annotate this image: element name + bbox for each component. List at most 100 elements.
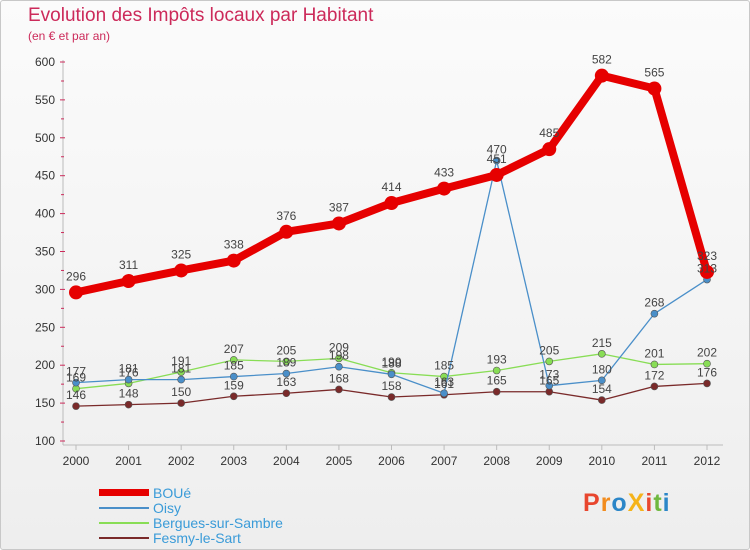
brand-letter: P [583, 489, 601, 517]
y-tick-label-500: 500 [35, 131, 55, 145]
data-point-fesmy-le-sart-2002 [177, 399, 185, 407]
brand-logo: ProXiti [583, 489, 671, 518]
data-point-boue-2011 [647, 81, 662, 96]
data-point-oisy-2011 [650, 309, 659, 318]
data-point-oisy-2006 [387, 370, 396, 379]
data-point-boue-2007 [437, 181, 452, 196]
x-tick-label-2012: 2012 [694, 454, 721, 468]
legend-item-fesmy: Fesmy-le-Sart [99, 530, 283, 546]
data-point-boue-2002 [174, 263, 189, 278]
data-point-bergues-sur-sambre-2003 [229, 356, 238, 364]
y-tick-label-300: 300 [35, 282, 55, 296]
x-tick-label-2004: 2004 [273, 454, 300, 468]
data-label-fesmy-le-sart-2011: 172 [644, 368, 664, 382]
data-point-boue-2000 [69, 285, 83, 300]
data-point-fesmy-le-sart-2012 [703, 379, 711, 388]
brand-letter: o [611, 489, 628, 517]
data-point-boue-2006 [384, 195, 399, 210]
data-label-bergues-sur-sambre-2003: 207 [224, 342, 244, 356]
data-point-oisy-2005 [335, 362, 343, 371]
data-label-boue-2002: 325 [171, 247, 191, 261]
data-label-oisy-2007: 163 [434, 375, 454, 389]
y-tick-label-350: 350 [35, 245, 55, 259]
data-label-boue-2007: 433 [434, 166, 454, 180]
data-label-boue-2011: 565 [644, 66, 664, 80]
data-label-fesmy-le-sart-2002: 150 [171, 385, 191, 399]
data-point-bergues-sur-sambre-2010 [598, 350, 606, 358]
data-label-bergues-sur-sambre-2001: 176 [119, 365, 139, 379]
data-label-boue-2005: 387 [329, 200, 349, 214]
legend-label-boue: BOUé [153, 484, 192, 501]
chart-title: Evolution des Impôts locaux par Habitant [28, 5, 374, 26]
y-tick-label-250: 250 [35, 320, 55, 334]
data-point-oisy-2009 [545, 381, 554, 390]
data-label-bergues-sur-sambre-2000: 169 [66, 371, 86, 385]
data-label-oisy-2001: 181 [119, 362, 139, 376]
y-tick-label-400: 400 [35, 207, 55, 221]
data-point-bergues-sur-sambre-2009 [545, 357, 554, 366]
legend-swatch-bergues [99, 521, 149, 524]
data-label-fesmy-le-sart-2010: 154 [592, 382, 612, 396]
data-point-boue-2009 [542, 142, 557, 157]
data-label-boue-2010: 582 [592, 53, 612, 67]
data-label-boue-2003: 338 [224, 238, 244, 252]
data-point-fesmy-le-sart-2004 [282, 389, 291, 398]
y-tick-label-150: 150 [35, 396, 55, 410]
legend-item-oisy: Oisy [99, 500, 283, 516]
data-label-bergues-sur-sambre-2011: 201 [644, 346, 664, 360]
data-point-boue-2012 [700, 264, 714, 279]
x-tick-label-2000: 2000 [63, 454, 90, 468]
y-tick-label-550: 550 [35, 93, 55, 107]
data-label-fesmy-le-sart-2006: 158 [381, 379, 401, 393]
data-label-boue-2001: 311 [119, 258, 138, 272]
data-label-bergues-sur-sambre-2008: 193 [487, 353, 507, 367]
legend-swatch-boue [99, 489, 149, 496]
data-label-fesmy-le-sart-2004: 163 [276, 375, 296, 389]
x-tick-label-2003: 2003 [220, 454, 247, 468]
brand-letter: t [653, 489, 663, 517]
data-point-oisy-2002 [177, 375, 185, 384]
data-label-fesmy-le-sart-2005: 168 [329, 371, 349, 385]
y-tick-label-600: 600 [35, 55, 55, 69]
data-label-bergues-sur-sambre-2002: 191 [171, 354, 191, 368]
chart-subtitle: (en € et par an) [28, 29, 111, 43]
legend-item-bergues: Bergues-sur-Sambre [99, 515, 283, 531]
data-label-oisy-2011: 268 [644, 296, 664, 310]
data-label-bergues-sur-sambre-2007: 185 [434, 359, 454, 373]
data-label-oisy-2002: 181 [171, 362, 191, 376]
brand-letter: X [627, 489, 646, 517]
data-label-oisy-2003: 185 [224, 359, 244, 373]
legend-swatch-oisy [99, 506, 149, 509]
data-label-oisy-2000: 177 [66, 365, 86, 379]
data-label-bergues-sur-sambre-2009: 205 [539, 343, 559, 357]
y-tick-label-100: 100 [35, 434, 55, 448]
data-point-fesmy-le-sart-2005 [335, 385, 343, 394]
data-label-bergues-sur-sambre-2006: 190 [381, 355, 401, 369]
data-label-oisy-2005: 198 [329, 349, 349, 363]
data-point-fesmy-le-sart-2000 [72, 402, 80, 410]
data-point-fesmy-le-sart-2006 [387, 393, 396, 401]
data-point-oisy-2001 [124, 375, 133, 384]
data-point-fesmy-le-sart-2003 [229, 392, 238, 401]
data-point-oisy-2004 [282, 369, 291, 378]
x-tick-label-2006: 2006 [378, 454, 405, 468]
data-point-boue-2001 [121, 274, 136, 289]
x-tick-label-2011: 2011 [642, 454, 668, 468]
data-label-boue-2012: 323 [697, 249, 717, 263]
data-point-boue-2005 [331, 216, 346, 231]
brand-letter: r [600, 489, 612, 517]
data-point-boue-2003 [226, 253, 241, 268]
data-label-oisy-2012: 313 [697, 262, 717, 276]
data-point-boue-2004 [279, 224, 294, 239]
data-point-bergues-sur-sambre-2005 [335, 354, 343, 363]
data-point-boue-2008 [489, 167, 504, 182]
data-label-oisy-2010: 180 [592, 362, 612, 376]
data-point-oisy-2008 [492, 156, 501, 165]
data-label-fesmy-le-sart-2008: 165 [487, 374, 507, 388]
data-point-bergues-sur-sambre-2012 [703, 359, 711, 368]
brand-letter: i [662, 489, 671, 517]
data-point-fesmy-le-sart-2001 [124, 400, 133, 409]
x-tick-label-2001: 2001 [115, 454, 142, 468]
